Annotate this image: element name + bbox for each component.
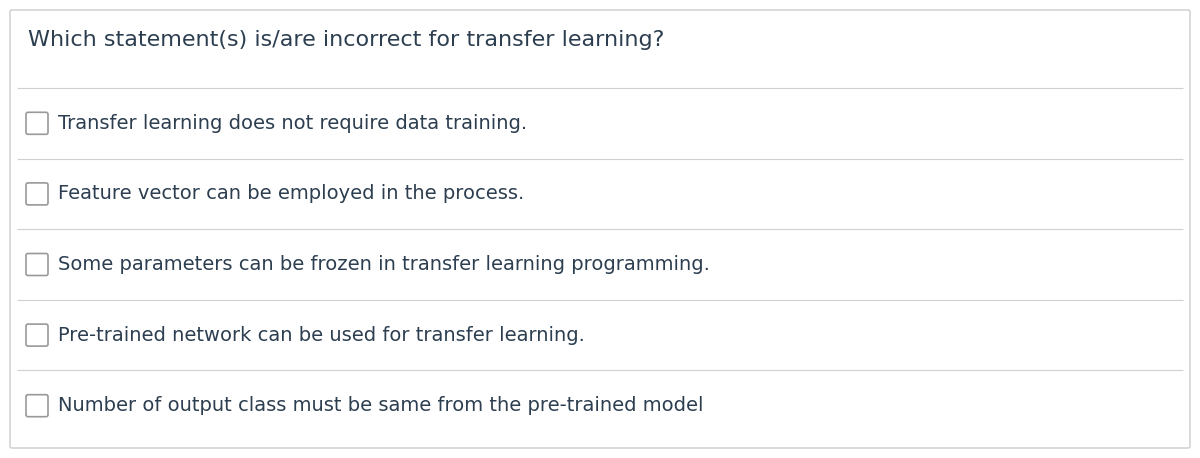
FancyBboxPatch shape xyxy=(26,395,48,417)
FancyBboxPatch shape xyxy=(26,253,48,276)
Text: Some parameters can be frozen in transfer learning programming.: Some parameters can be frozen in transfe… xyxy=(58,255,710,274)
FancyBboxPatch shape xyxy=(10,10,1190,448)
Text: Number of output class must be same from the pre-trained model: Number of output class must be same from… xyxy=(58,396,703,415)
FancyBboxPatch shape xyxy=(26,112,48,134)
Text: Feature vector can be employed in the process.: Feature vector can be employed in the pr… xyxy=(58,185,524,203)
Text: Pre-trained network can be used for transfer learning.: Pre-trained network can be used for tran… xyxy=(58,326,584,344)
FancyBboxPatch shape xyxy=(26,324,48,346)
FancyBboxPatch shape xyxy=(26,183,48,205)
Text: Which statement(s) is/are incorrect for transfer learning?: Which statement(s) is/are incorrect for … xyxy=(28,30,665,50)
Text: Transfer learning does not require data training.: Transfer learning does not require data … xyxy=(58,114,527,133)
